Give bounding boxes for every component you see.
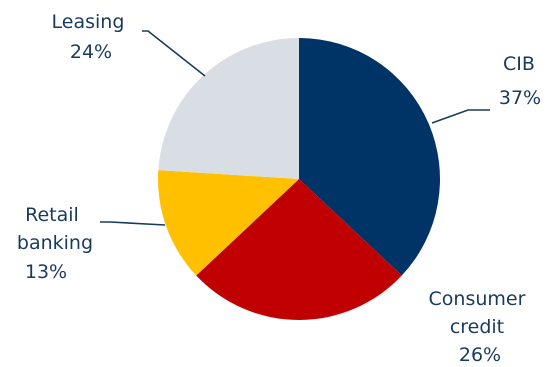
label-cib-value: 37% <box>499 87 541 109</box>
label-cib-name: CIB <box>503 53 535 75</box>
pie-slice-retail-banking <box>158 170 299 276</box>
label-consumer-credit-value: 26% <box>459 344 501 366</box>
pie-slice-leasing <box>158 38 299 179</box>
label-consumer-credit: Consumer credit 26% <box>429 288 532 366</box>
label-consumer-credit-name-2: credit <box>450 316 504 338</box>
leader-line-leasing <box>142 30 206 77</box>
leader-line-cib <box>431 109 490 124</box>
label-leasing-name: Leasing <box>52 11 125 33</box>
label-leasing-value: 24% <box>70 41 112 63</box>
label-retail-banking-name-2: banking <box>17 232 93 254</box>
label-consumer-credit-name-1: Consumer <box>429 288 526 310</box>
pie-slice-consumer-credit <box>196 179 402 320</box>
label-retail-banking-value: 13% <box>25 261 67 283</box>
label-leasing: Leasing 24% <box>52 11 131 63</box>
label-retail-banking-name-1: Retail <box>25 204 79 226</box>
label-cib: CIB 37% <box>499 53 541 109</box>
pie-slice-cib <box>299 38 440 276</box>
leader-line-retail <box>100 221 166 226</box>
label-retail-banking: Retail banking 13% <box>17 204 99 283</box>
pie-slices <box>158 38 440 320</box>
